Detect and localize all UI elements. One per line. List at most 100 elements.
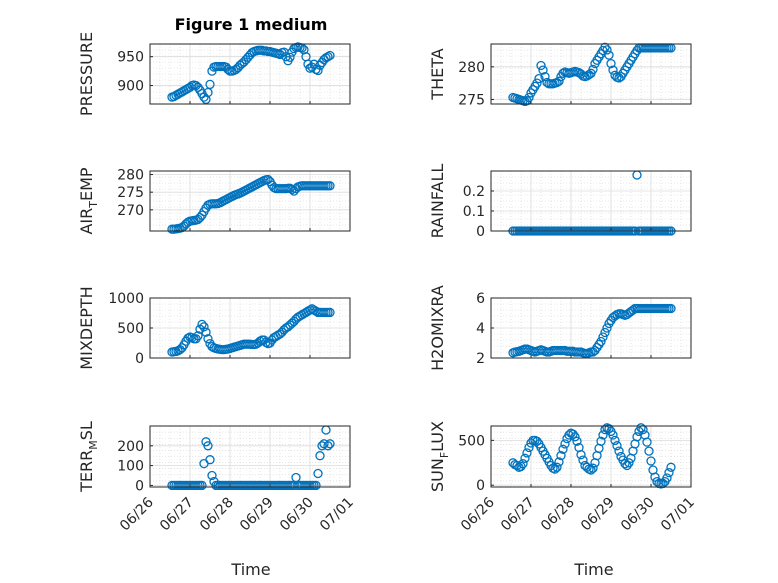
data-point (522, 448, 532, 458)
data-point (311, 480, 321, 491)
data-point (518, 459, 528, 469)
data-point (600, 42, 610, 52)
data-point (666, 462, 676, 472)
data-point (644, 446, 654, 456)
y-axis-label: H2OMIXRA (428, 285, 447, 371)
data-point (201, 94, 211, 105)
data-point (642, 437, 652, 447)
y-tick-label: 275 (117, 185, 144, 201)
data-point (193, 331, 203, 341)
y-tick-label: 1000 (108, 291, 144, 307)
data-point (313, 65, 323, 76)
data-point (255, 336, 265, 346)
data-point (323, 441, 333, 451)
data-point (586, 465, 596, 475)
y-tick-label: 280 (458, 60, 485, 76)
data-point (596, 436, 606, 446)
data-point (520, 453, 530, 463)
data-point (205, 79, 215, 90)
data-point (287, 184, 297, 195)
data-point (534, 73, 544, 84)
data-point (624, 458, 634, 468)
data-point (540, 71, 550, 82)
y-axis-label: SUNFLUX (428, 421, 451, 492)
axes-box (149, 43, 351, 105)
data-point (203, 441, 213, 451)
y-tick-label: 0 (476, 224, 485, 240)
axes-box (490, 170, 692, 232)
data-point (572, 436, 582, 446)
data-point (536, 60, 546, 71)
data-point (315, 451, 325, 461)
data-point (325, 50, 335, 61)
data-point (636, 423, 646, 433)
data-point (285, 52, 295, 62)
axes-box (490, 425, 692, 488)
data-point (538, 65, 548, 75)
data-point (664, 467, 674, 478)
data-point (596, 336, 606, 347)
subplot-4: 0 0.1 0.2 RAINFALL (428, 164, 692, 240)
data-point (558, 444, 568, 454)
y-tick-label: 6 (476, 291, 485, 307)
data-point (550, 464, 560, 474)
data-point (199, 322, 209, 332)
figure-title: Figure 1 medium (175, 15, 328, 34)
data-point (622, 460, 632, 471)
data-point (325, 439, 335, 449)
data-point (578, 455, 588, 465)
y-axis-label: PRESSURE (77, 32, 96, 116)
data-point (598, 332, 608, 342)
y-tick-label: 0 (135, 351, 144, 367)
data-point (646, 456, 656, 466)
data-point (570, 432, 580, 442)
y-tick-label: 0.2 (463, 184, 485, 200)
y-tick-label: 270 (117, 203, 144, 219)
data-point (205, 455, 215, 465)
data-point (325, 307, 335, 318)
y-tick-label: 275 (458, 92, 485, 108)
data-point (564, 430, 574, 440)
x-axis-label-left: Time (230, 560, 270, 579)
data-point (560, 439, 570, 449)
subplot-2: 275 280 THETA (428, 42, 692, 108)
subplot-6: 2 4 6 H2OMIXRA (428, 285, 692, 371)
data-point (532, 78, 542, 88)
y-tick-label: 280 (117, 168, 144, 184)
data-point (576, 450, 586, 460)
data-point (662, 473, 672, 483)
y-tick-label: 0.1 (463, 204, 485, 220)
y-tick-label: 900 (117, 79, 144, 95)
y-axis-label: TERRMSL (77, 421, 100, 493)
y-axis-label: THETA (428, 48, 447, 100)
data-point (313, 468, 323, 479)
data-point (203, 334, 213, 344)
data-point (552, 462, 562, 472)
data-point (524, 92, 534, 103)
data-point (608, 430, 618, 440)
data-point (602, 323, 612, 333)
data-point (201, 327, 211, 337)
y-tick-label: 0 (476, 478, 485, 494)
data-point (602, 45, 612, 55)
data-point (187, 332, 197, 343)
data-point (568, 429, 578, 439)
y-tick-label: 500 (458, 433, 485, 449)
data-point (516, 461, 526, 472)
axes-box (149, 425, 351, 488)
data-point (524, 442, 534, 453)
data-point (600, 327, 610, 338)
data-point (588, 463, 598, 473)
data-point (620, 459, 630, 469)
data-point (305, 305, 315, 315)
y-tick-label: 2 (476, 351, 485, 367)
y-tick-label: 950 (117, 50, 144, 66)
data-point (323, 52, 333, 62)
y-tick-label: 500 (117, 321, 144, 337)
data-point (604, 50, 614, 60)
data-point (556, 450, 566, 461)
subplot-1: 900 950 PRESSURE (77, 32, 351, 116)
